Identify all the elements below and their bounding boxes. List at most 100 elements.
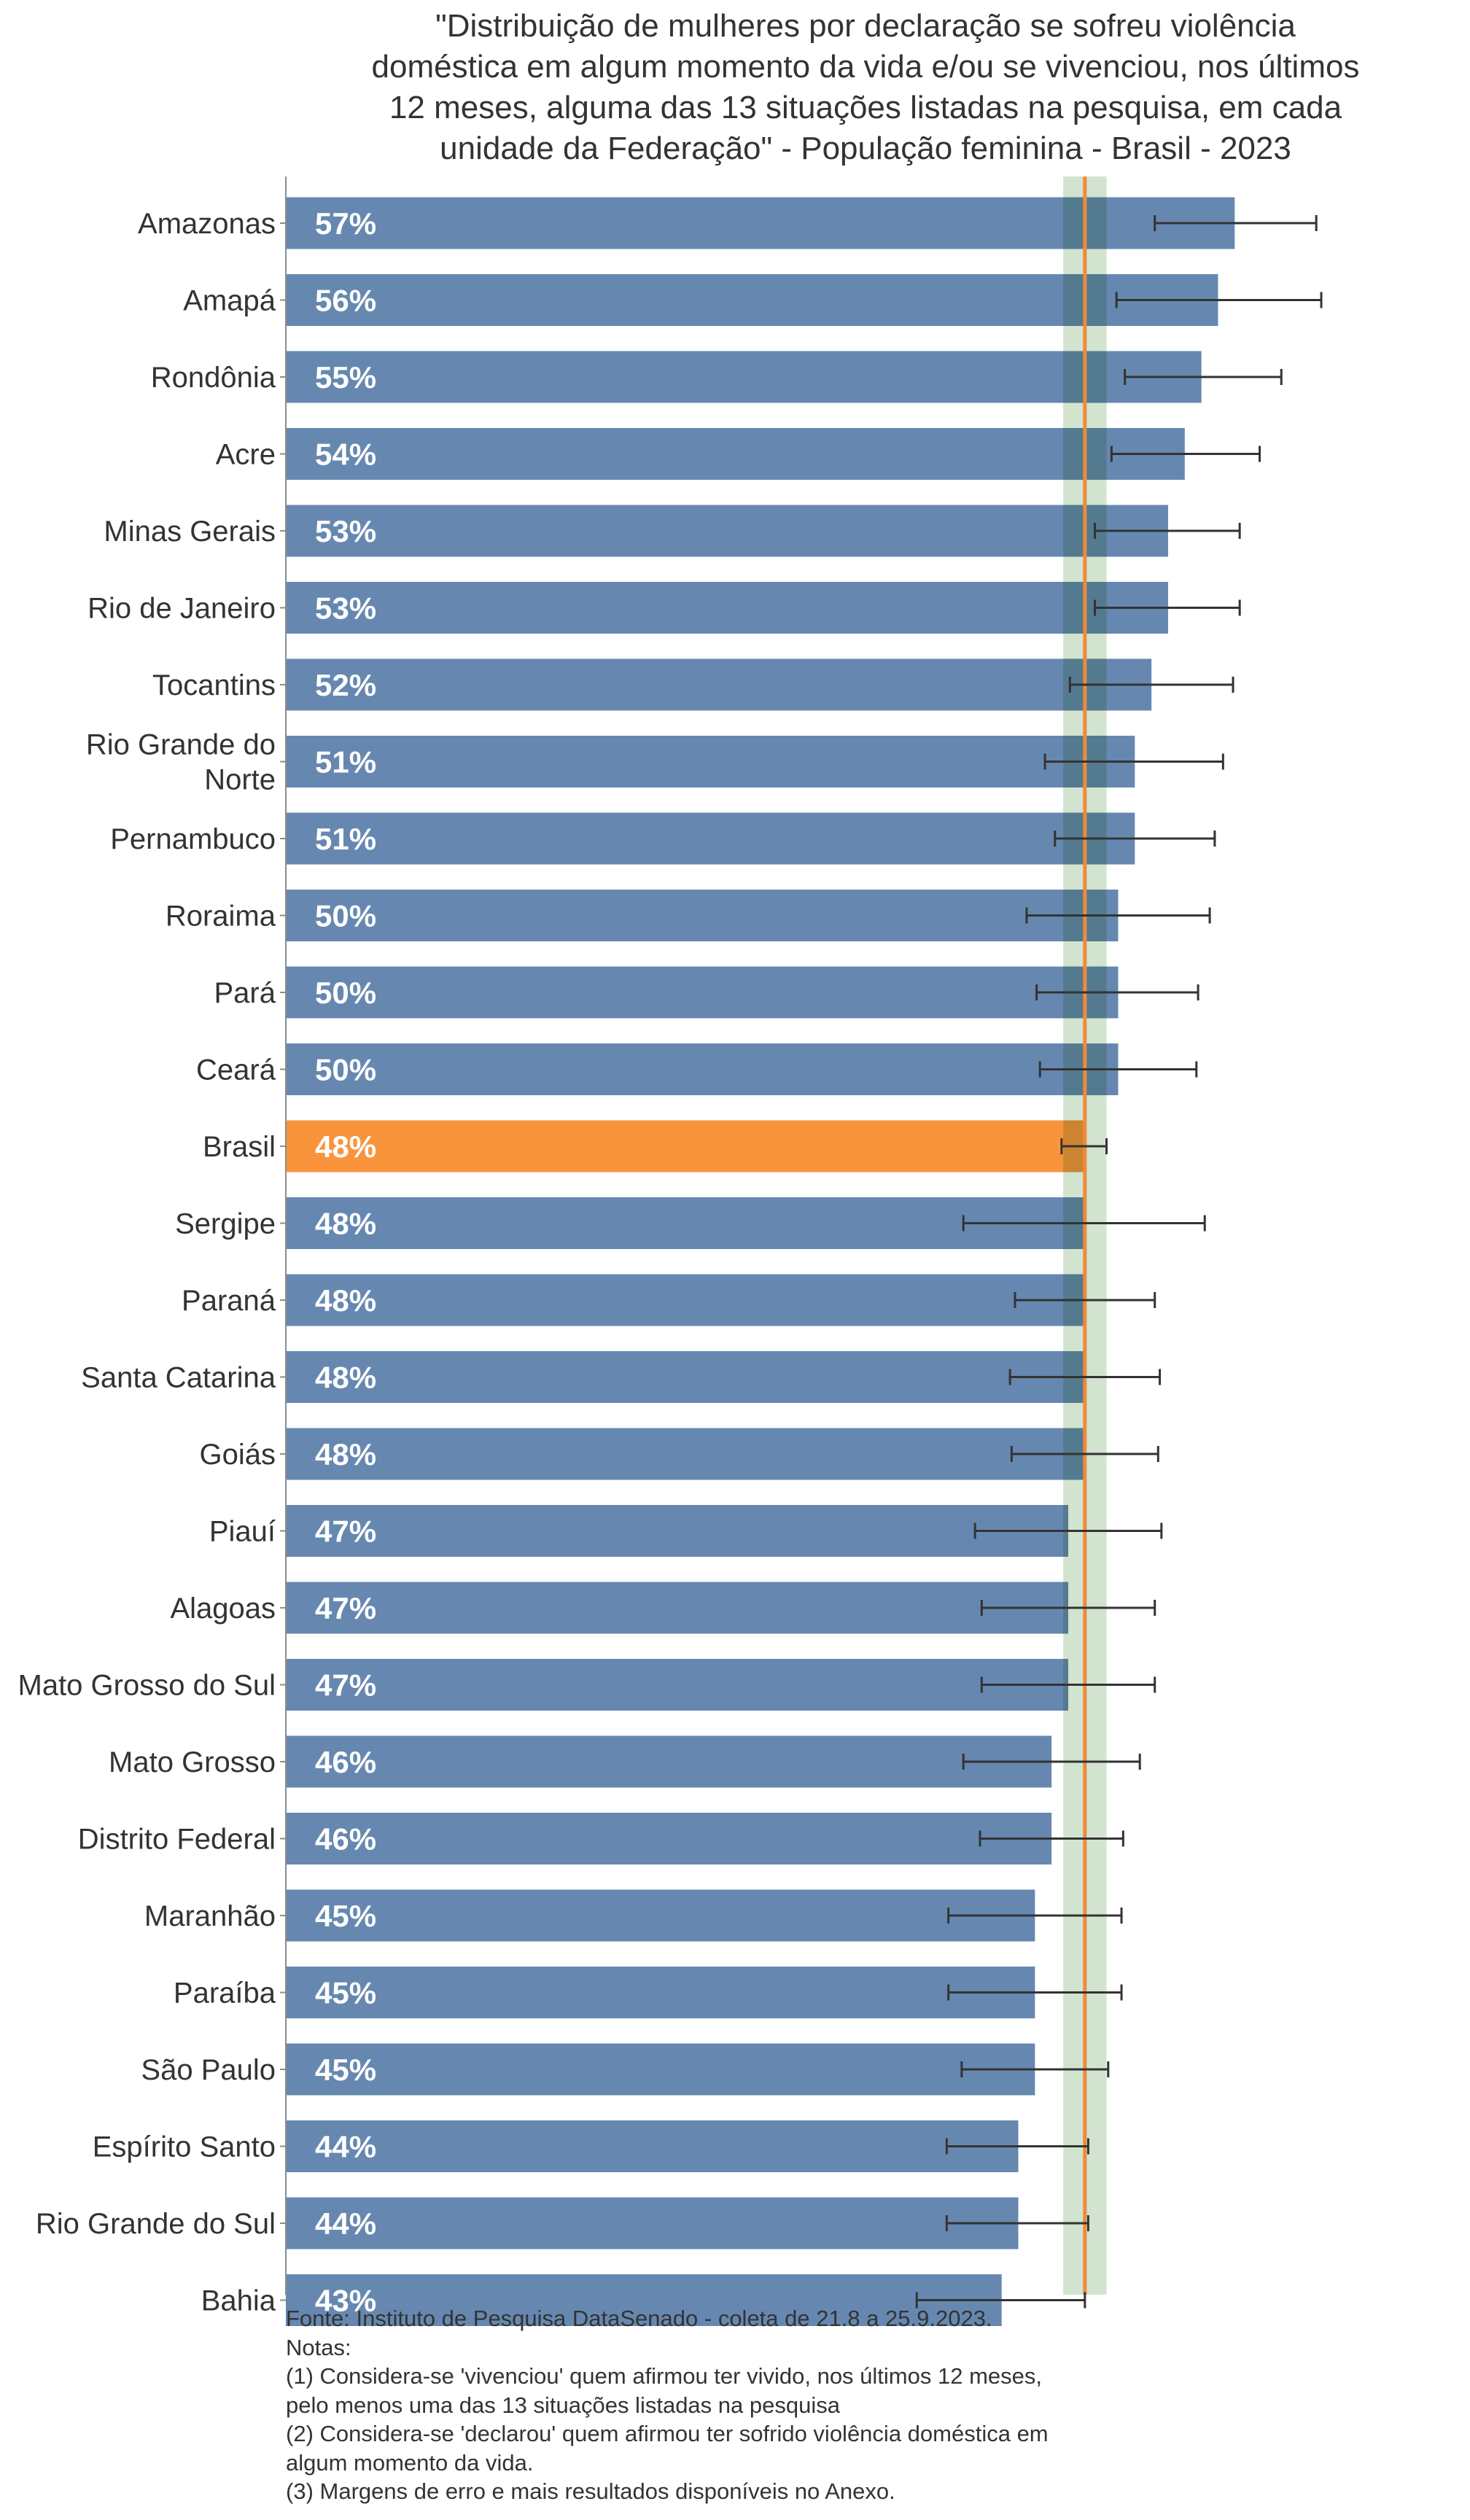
category-label: Roraima	[166, 901, 276, 933]
category-label: Alagoas	[170, 1592, 276, 1625]
category-label: Mato Grosso do Sul	[18, 1670, 276, 1702]
value-label: 53%	[315, 591, 376, 626]
bar	[286, 966, 1119, 1019]
value-label: 45%	[315, 1899, 376, 1933]
category-label: Bahia	[201, 2285, 276, 2317]
category-label: Pará	[214, 977, 276, 1009]
category-label: Tocantins	[152, 669, 276, 701]
note-2-cont: algum momento da vida.	[286, 2449, 534, 2476]
bar	[286, 1813, 1052, 1864]
value-label: 44%	[315, 2130, 376, 2164]
category-label: Distrito Federal	[78, 1824, 276, 1856]
bar	[286, 2274, 1002, 2326]
value-label: 46%	[315, 1822, 376, 1856]
bar	[286, 2043, 1035, 2096]
value-label: 57%	[315, 206, 376, 241]
bar	[286, 1967, 1035, 2018]
note-3: (3) Margens de erro e mais resultados di…	[286, 2478, 895, 2504]
category-label: Rondônia	[151, 362, 276, 394]
bar	[286, 1659, 1069, 1711]
y-axis	[280, 176, 287, 2301]
category-label: Goiás	[200, 1439, 276, 1471]
category-label: Pernambuco	[110, 823, 276, 855]
reference-band-layer	[1063, 176, 1107, 2295]
value-label: 50%	[315, 976, 376, 1010]
chart-title: "Distribuição de mulheres por declaração…	[284, 6, 1447, 169]
category-label: Amazonas	[138, 208, 276, 240]
note-2: (2) Considera-se 'declarou' quem afirmou…	[286, 2421, 1049, 2446]
bar	[286, 2120, 1019, 2172]
bar	[286, 1043, 1119, 1095]
value-label: 56%	[315, 284, 376, 318]
bar	[286, 1735, 1052, 1788]
category-label: Espírito Santo	[93, 2131, 276, 2163]
value-label: 46%	[315, 1745, 376, 1779]
category-label: Mato Grosso	[109, 1746, 276, 1778]
bar	[286, 1428, 1085, 1480]
value-label: 53%	[315, 514, 376, 548]
value-label: 50%	[315, 1053, 376, 1087]
category-label: Rio Grande do Norte	[86, 729, 276, 796]
value-label: 44%	[315, 2206, 376, 2241]
category-label: Maranhão	[144, 1900, 276, 1932]
value-label: 52%	[315, 668, 376, 702]
note-1: (1) Considera-se 'vivenciou' quem afirmo…	[286, 2363, 1042, 2389]
category-label: Brasil	[203, 1131, 276, 1163]
category-label: Paraíba	[174, 1978, 276, 2010]
value-label: 54%	[315, 438, 376, 472]
category-label: Sergipe	[175, 1208, 276, 1240]
value-label: 48%	[315, 1283, 376, 1318]
bar	[286, 1505, 1069, 1557]
bar	[286, 1582, 1069, 1634]
category-label: Amapá	[183, 285, 276, 317]
bar	[286, 582, 1168, 634]
value-label: 48%	[315, 1207, 376, 1241]
category-labels-layer: Amazonas Amapá Rondônia Acre Minas Gerais Rio…	[18, 208, 276, 2317]
bar	[286, 274, 1218, 326]
category-label: Acre	[216, 439, 276, 471]
value-label: 43%	[315, 2284, 376, 2318]
bar	[286, 1274, 1085, 1326]
chart-title-line: "Distribuição de mulheres por declaração…	[435, 8, 1296, 44]
bar	[286, 1351, 1085, 1403]
error-bars-layer	[915, 215, 1323, 2309]
value-label: 55%	[315, 360, 376, 394]
value-label: 51%	[315, 745, 376, 779]
category-label: Piauí	[209, 1516, 276, 1548]
value-label: 47%	[315, 1668, 376, 1703]
value-label: 47%	[315, 1514, 376, 1549]
category-label: Santa Catarina	[81, 1362, 276, 1394]
value-label: 48%	[315, 1129, 376, 1164]
source-note: Fonte: Instituto de Pesquisa DataSenado …	[286, 2306, 992, 2331]
bar	[286, 1889, 1035, 1942]
chart-footer: Fonte: Instituto de Pesquisa DataSenado …	[286, 2304, 1234, 2506]
chart-title-line: doméstica em algum momento da vida e/ou …	[371, 49, 1360, 85]
category-label: Ceará	[196, 1054, 276, 1086]
bar	[286, 736, 1135, 788]
value-label: 47%	[315, 1591, 376, 1625]
note-1-cont: pelo menos uma das 13 situações listadas…	[286, 2392, 840, 2418]
value-label: 50%	[315, 899, 376, 933]
value-label: 45%	[315, 2053, 376, 2087]
bar	[286, 2197, 1019, 2249]
bar	[286, 351, 1202, 403]
value-label: 45%	[315, 1976, 376, 2010]
bar	[286, 658, 1152, 711]
notes-heading: Notas:	[286, 2334, 351, 2360]
category-label: Rio Grande do Sul	[36, 2208, 276, 2240]
bar	[286, 812, 1135, 865]
value-label: 51%	[315, 822, 376, 856]
bar	[286, 890, 1119, 941]
bar	[286, 1197, 1085, 1249]
value-label: 48%	[315, 1361, 376, 1395]
bar-brasil	[286, 1120, 1085, 1172]
category-label: Rio de Janeiro	[88, 593, 276, 625]
bar	[286, 428, 1185, 480]
chart-title-line: unidade da Federação" - População femini…	[440, 131, 1291, 166]
value-labels-layer: 57% 56% 55% 54% 53% 53% 52% 51% 51% 50% 50% 50% 48% 4…	[315, 206, 376, 2318]
category-label: Paraná	[182, 1285, 276, 1317]
value-label: 48%	[315, 1437, 376, 1471]
bar	[286, 505, 1168, 557]
category-label: Minas Gerais	[104, 516, 276, 548]
